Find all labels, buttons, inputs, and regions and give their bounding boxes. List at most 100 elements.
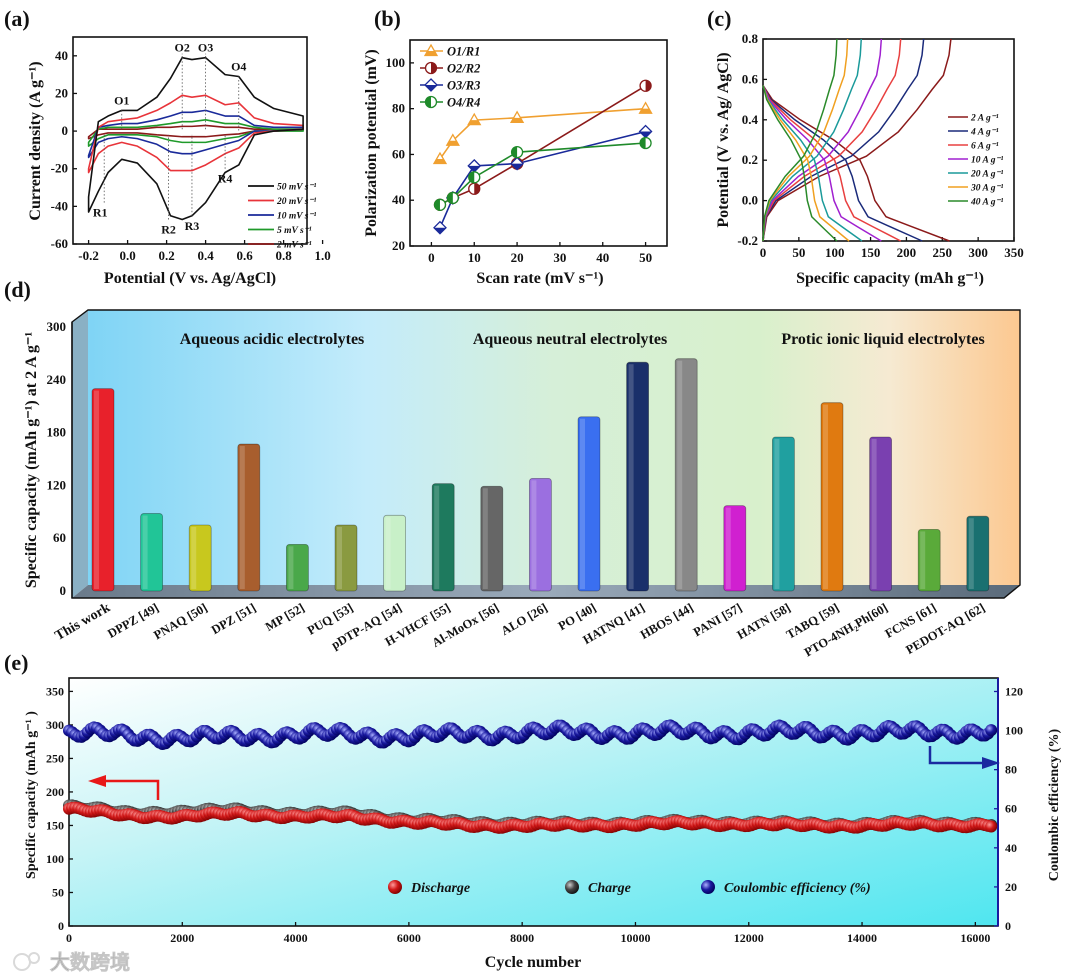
cv-curve [87,119,304,147]
discharge-curve [762,85,923,242]
bar-highlight [823,404,828,589]
triangle-marker-fill [511,117,524,123]
x-tick-label: 350 [1004,245,1024,260]
bar-highlight [580,418,585,589]
charge-curve [762,38,952,242]
x-tick-label: 10000 [620,931,650,945]
charge-curve [762,38,925,242]
left-arrow-head [88,775,106,787]
charge-curve [762,38,838,242]
circle-marker-fill [640,137,646,149]
x-tick-label: 4000 [284,931,308,945]
x-tick-label: 0.0 [119,248,135,263]
legend-label: 2 A g⁻¹ [970,114,999,124]
y2-tick-label: 20 [1005,880,1017,894]
legend-label: 10 mV s⁻¹ [277,212,317,222]
series-coulombic [63,719,998,750]
bar-highlight [434,485,440,589]
data-point [985,820,998,833]
bar [966,515,990,592]
bar [285,543,309,592]
triangle-marker-fill [433,159,446,164]
y-tick-label: 200 [46,785,64,799]
bar [577,416,601,592]
bar-highlight [677,360,683,589]
bar [188,524,212,592]
bar-highlight [531,480,537,589]
category-label: DPPZ [49] [105,600,161,640]
diamond-marker-fill [433,227,446,234]
x-axis-title: Specific capacity (mAh g⁻¹) [796,270,984,287]
y-tick-label: 50 [52,885,64,899]
bar-highlight [628,364,634,589]
y2-axis-title: Coulombic efficiency (%) [1047,728,1062,881]
bar-highlight [920,531,926,589]
bar-highlight [482,488,488,589]
legend-label: 50 mV s⁻¹ [277,183,317,193]
y-tick-label: 60 [53,530,66,545]
x-tick-label: 1.0 [314,248,330,263]
bar [820,402,844,592]
legend-label: O4/R4 [447,96,480,110]
y-axis-title: Specific capacity (mAh g⁻¹ ) [24,711,39,879]
side-wall [72,310,88,598]
x-tick-label: 100 [825,245,845,260]
panel-label: (b) [374,6,401,31]
x-tick-label: 8000 [510,931,534,945]
category-label: ALO [26] [499,600,550,638]
legend-label: Charge [588,881,631,896]
x-tick-label: 0.8 [275,248,292,263]
panel-b: (b) 0 10 20 30 40 50 20 40 60 80 100 Scan rate (mV s… [363,6,668,287]
x-tick-label: 40 [596,250,609,265]
panel-a: (a) -0.2 0.0 0.2 0.4 0.6 0.8 1.0 -60 -40 -20 0 20 40 P… [4,6,331,287]
legend-label: 5 mV s⁻¹ [277,226,312,236]
charge-curve [762,38,862,242]
legend-label: 10 A g⁻¹ [971,156,1003,166]
plot-frame [72,36,308,245]
bar [334,524,358,592]
y-tick-label: 300 [46,718,64,732]
category-label: PNAQ [50] [151,600,209,642]
discharge-curve [762,85,882,242]
bar-highlight [774,439,780,589]
y-axis-title: Potential (V vs. Ag/ AgCl) [715,52,732,227]
y-tick-label: -0.2 [737,233,758,248]
group-label: Aqueous acidic electrolytes [180,331,365,348]
panel-label: (c) [707,6,731,31]
series-line [439,107,646,160]
y-tick-label: 0.8 [742,31,759,46]
diamond-marker-fill [639,131,652,138]
x-tick-label: 300 [968,245,988,260]
panel-label: (d) [4,277,31,302]
y-tick-label: 20 [55,85,68,100]
watermark-text: 大数跨境 [50,950,130,974]
circle-marker-fill [645,80,652,92]
peak-label: R4 [218,172,233,186]
bar [91,388,115,592]
charge-curve [762,38,883,242]
y-tick-label: 100 [386,55,406,70]
legend-label: 20 A g⁻¹ [970,170,1003,180]
y-tick-label: -20 [51,161,68,176]
bar-highlight [385,517,391,589]
y2-tick-label: 100 [1005,724,1023,738]
left-axis-arrow [103,779,160,800]
series-discharge [63,801,998,834]
category-label: HATN [58] [735,600,793,642]
discharge-curve [762,85,950,242]
plot-background [69,678,998,926]
diamond-marker-fill [511,163,524,170]
bar [140,513,164,592]
y-tick-label: 300 [47,319,67,334]
x-tick-label: 6000 [397,931,421,945]
bar-highlight [191,527,197,589]
circle-marker-fill [425,96,431,108]
x-tick-label: 150 [861,245,881,260]
circle-marker-fill [511,146,518,158]
triangle-marker-fill [468,120,481,125]
y-tick-label: 40 [55,48,68,63]
legend-label: 6 A g⁻¹ [971,142,999,152]
y-tick-label: 250 [46,751,64,765]
y2-tick-label: 120 [1005,684,1023,698]
